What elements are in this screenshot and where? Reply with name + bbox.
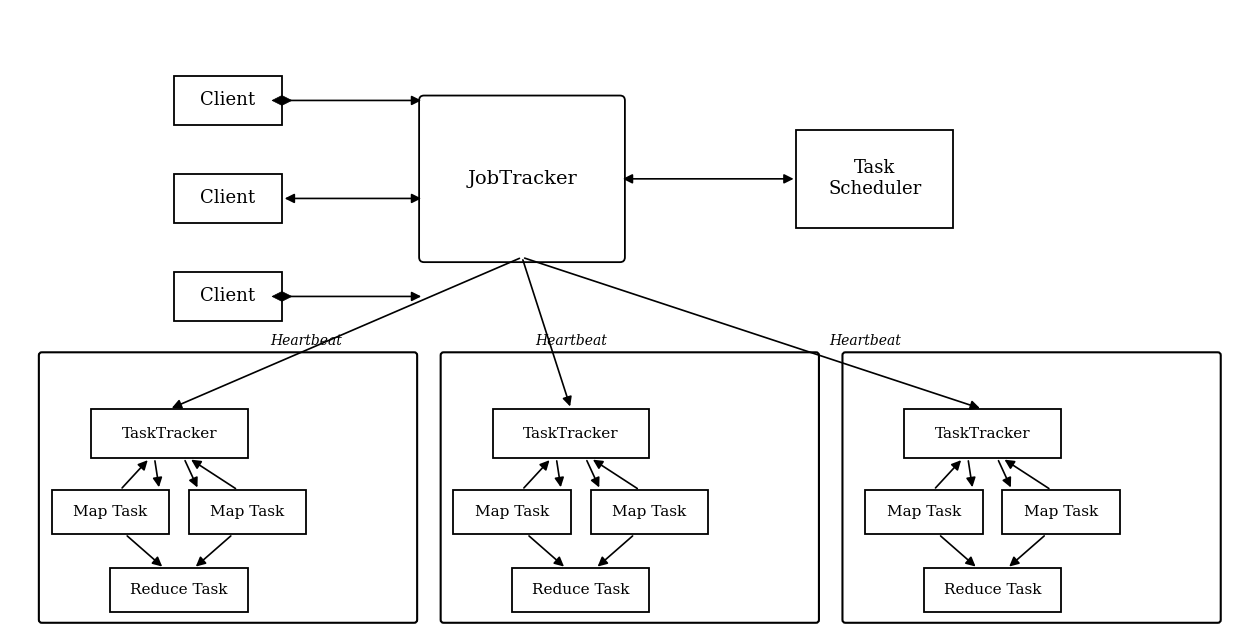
FancyBboxPatch shape — [110, 569, 248, 612]
FancyBboxPatch shape — [52, 490, 169, 534]
FancyBboxPatch shape — [924, 569, 1061, 612]
FancyBboxPatch shape — [174, 76, 281, 125]
FancyBboxPatch shape — [419, 95, 625, 262]
FancyBboxPatch shape — [866, 490, 982, 534]
Text: Map Task: Map Task — [1024, 505, 1099, 519]
FancyBboxPatch shape — [38, 352, 417, 623]
Text: Reduce Task: Reduce Task — [944, 583, 1042, 597]
Text: Heartbeat: Heartbeat — [536, 333, 606, 347]
Text: Reduce Task: Reduce Task — [130, 583, 228, 597]
Text: Client: Client — [201, 92, 255, 109]
FancyBboxPatch shape — [842, 352, 1220, 623]
FancyBboxPatch shape — [1002, 490, 1120, 534]
FancyBboxPatch shape — [904, 409, 1061, 458]
Text: Client: Client — [201, 287, 255, 305]
Text: Map Task: Map Task — [475, 505, 549, 519]
Text: Map Task: Map Task — [887, 505, 961, 519]
Polygon shape — [272, 95, 291, 106]
FancyBboxPatch shape — [796, 130, 954, 228]
FancyBboxPatch shape — [512, 569, 650, 612]
FancyBboxPatch shape — [188, 490, 306, 534]
Text: TaskTracker: TaskTracker — [122, 427, 217, 441]
FancyBboxPatch shape — [174, 174, 281, 223]
Text: Task
Scheduler: Task Scheduler — [828, 160, 921, 198]
Text: Reduce Task: Reduce Task — [532, 583, 630, 597]
FancyBboxPatch shape — [174, 272, 281, 321]
Text: JobTracker: JobTracker — [467, 170, 577, 188]
Text: TaskTracker: TaskTracker — [523, 427, 619, 441]
FancyBboxPatch shape — [454, 490, 570, 534]
Text: Heartbeat: Heartbeat — [830, 333, 901, 347]
Text: Map Task: Map Task — [211, 505, 285, 519]
FancyBboxPatch shape — [440, 352, 818, 623]
Text: Client: Client — [201, 190, 255, 207]
FancyBboxPatch shape — [590, 490, 708, 534]
Text: Heartbeat: Heartbeat — [270, 333, 342, 347]
Polygon shape — [272, 291, 291, 301]
Text: TaskTracker: TaskTracker — [935, 427, 1030, 441]
Text: Map Task: Map Task — [613, 505, 687, 519]
Text: Map Task: Map Task — [73, 505, 148, 519]
FancyBboxPatch shape — [492, 409, 650, 458]
FancyBboxPatch shape — [91, 409, 248, 458]
